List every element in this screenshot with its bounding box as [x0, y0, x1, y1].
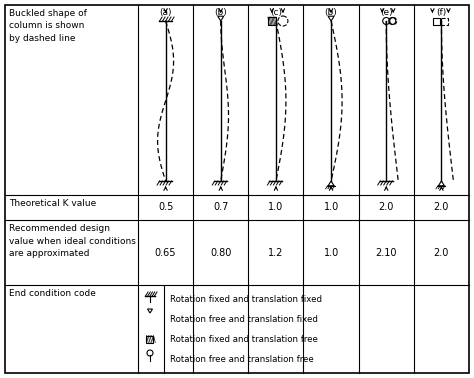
Text: 0.7: 0.7 — [213, 203, 228, 212]
Bar — [268, 17, 276, 25]
Text: End condition code: End condition code — [9, 289, 96, 298]
Text: Rotation free and translation fixed: Rotation free and translation fixed — [170, 314, 318, 324]
Text: 0.80: 0.80 — [210, 248, 231, 257]
Text: 1.0: 1.0 — [268, 203, 283, 212]
Text: 0.65: 0.65 — [155, 248, 176, 257]
Bar — [441, 17, 448, 25]
Bar — [433, 17, 440, 25]
Text: (e): (e) — [380, 8, 392, 17]
Text: (b): (b) — [325, 8, 337, 17]
Text: 2.10: 2.10 — [375, 248, 397, 257]
Text: 2.0: 2.0 — [434, 248, 449, 257]
Text: Rotation free and translation free: Rotation free and translation free — [170, 355, 314, 364]
Text: (b): (b) — [214, 8, 227, 17]
Text: 1.0: 1.0 — [323, 203, 339, 212]
Text: Buckled shape of
column is shown
by dashed line: Buckled shape of column is shown by dash… — [9, 9, 87, 43]
Text: 1.2: 1.2 — [268, 248, 283, 257]
Text: 2.0: 2.0 — [379, 203, 394, 212]
Text: Rotation fixed and translation free: Rotation fixed and translation free — [170, 335, 318, 344]
Text: (a): (a) — [159, 8, 172, 17]
Text: 2.0: 2.0 — [434, 203, 449, 212]
Bar — [146, 336, 154, 342]
Text: Rotation fixed and translation fixed: Rotation fixed and translation fixed — [170, 294, 322, 304]
Text: (f): (f) — [436, 8, 447, 17]
Text: Theoretical K value: Theoretical K value — [9, 199, 96, 208]
Text: Recommended design
value when ideal conditions
are approximated: Recommended design value when ideal cond… — [9, 224, 136, 258]
Text: 1.0: 1.0 — [323, 248, 339, 257]
Text: 0.5: 0.5 — [158, 203, 173, 212]
Text: (c): (c) — [270, 8, 282, 17]
